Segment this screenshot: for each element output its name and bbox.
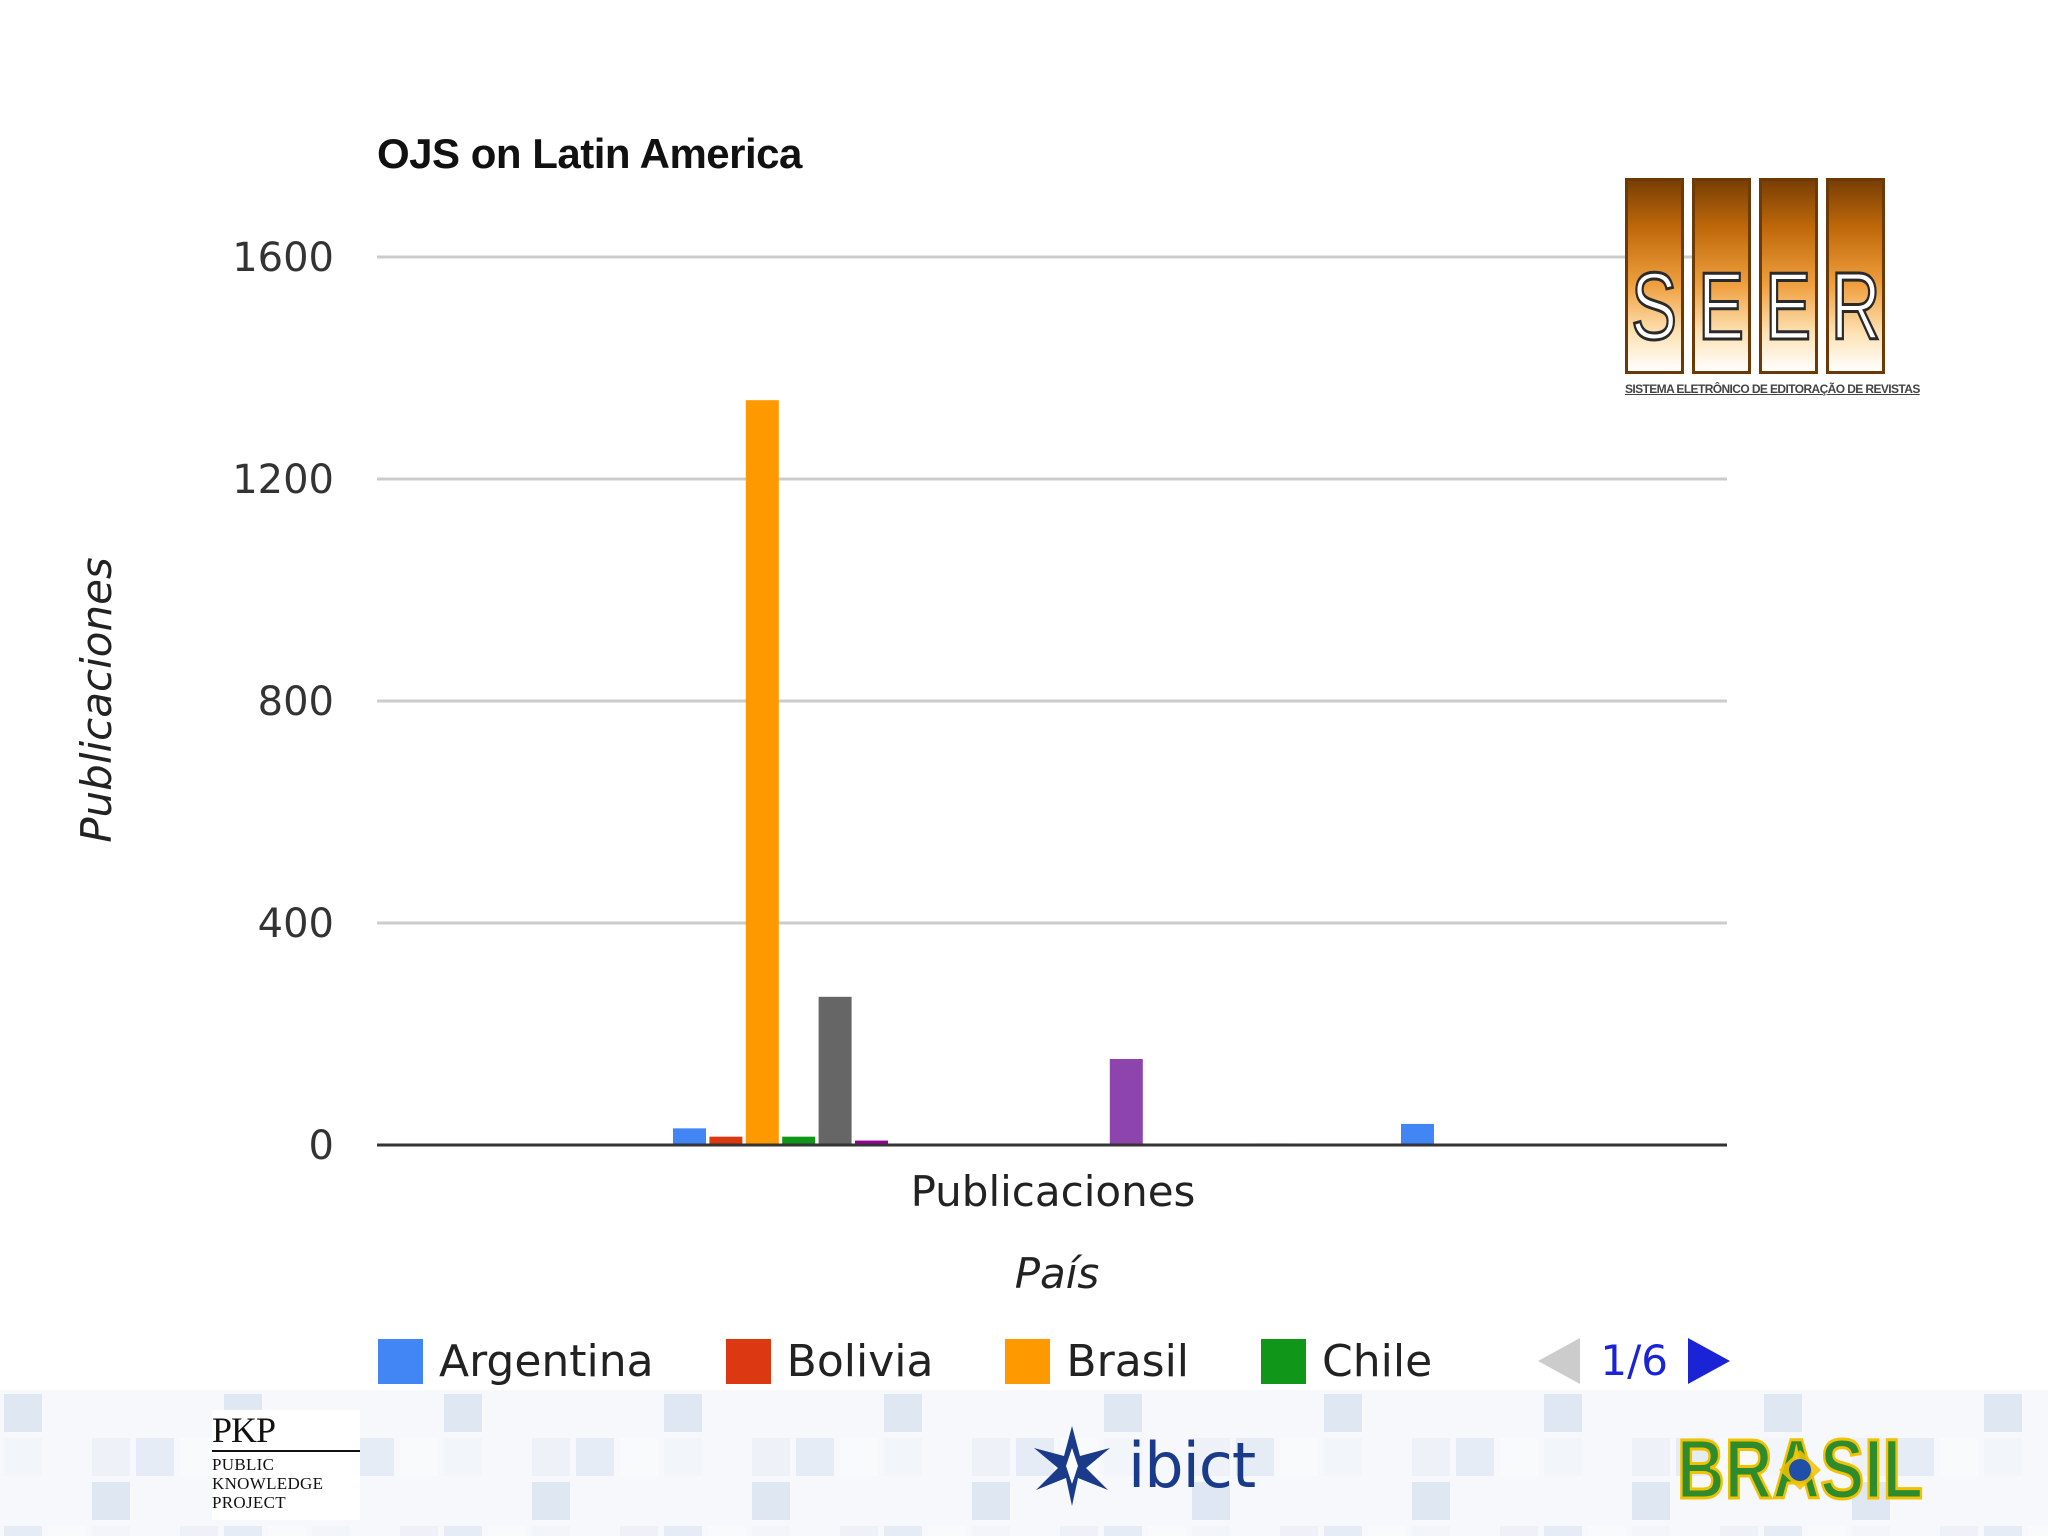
bars	[673, 400, 1434, 1145]
brasil-government-logo: BRASIL	[1676, 1426, 1925, 1508]
seer-tile: E	[1692, 178, 1751, 374]
legend-item-brasil[interactable]: Brasil	[1005, 1336, 1189, 1387]
bar[interactable]	[855, 1140, 888, 1145]
legend-swatch	[1005, 1338, 1051, 1384]
pkp-logo: PKP PUBLIC KNOWLEDGE PROJECT	[212, 1410, 360, 1520]
legend-label: Brasil	[1066, 1335, 1190, 1387]
bar[interactable]	[1401, 1123, 1434, 1145]
legend-item-argentina[interactable]: Argentina	[378, 1336, 654, 1387]
bar-chile[interactable]	[782, 1136, 816, 1145]
legend-pager: 1/6	[1538, 1336, 1730, 1385]
pkp-line: KNOWLEDGE	[212, 1474, 324, 1493]
y-tick-label: 400	[258, 901, 334, 947]
y-axis-title: Publicaciones	[72, 557, 121, 843]
pkp-line: PUBLIC	[212, 1455, 275, 1474]
chart: 0 400 800 1200 1600 Publicaciones País Publi…	[72, 235, 1727, 1298]
ibict-logo: ibict	[1022, 1420, 1256, 1510]
y-tick-label: 800	[258, 679, 334, 725]
legend-swatch	[725, 1338, 771, 1384]
legend: Argentina Bolivia Brasil Chile 1/6	[378, 1334, 1730, 1388]
bar-brasil[interactable]	[745, 400, 779, 1145]
bar[interactable]	[818, 996, 852, 1145]
y-tick-label: 1200	[232, 457, 334, 503]
footer: PKP PUBLIC KNOWLEDGE PROJECT ibict BRASI…	[0, 1390, 2048, 1536]
legend-item-chile[interactable]: Chile	[1261, 1336, 1432, 1387]
seer-tile: E	[1759, 178, 1818, 374]
seer-letter: E	[1764, 253, 1812, 360]
seer-tile: S	[1625, 178, 1684, 374]
bar[interactable]	[1109, 1058, 1143, 1145]
seer-letter: R	[1829, 253, 1881, 360]
y-axis-ticks: 0 400 800 1200 1600	[232, 235, 334, 1169]
seer-logo: S E E R SISTEMA ELETRÔNICO DE EDITORAÇÃO…	[1625, 178, 1920, 418]
previous-page-arrow-icon[interactable]	[1538, 1337, 1581, 1384]
next-page-arrow-icon[interactable]	[1688, 1337, 1730, 1384]
chart-title: OJS on Latin America	[377, 130, 802, 177]
legend-page-indicator: 1/6	[1600, 1336, 1668, 1385]
ibict-wordmark: ibict	[1128, 1428, 1256, 1502]
legend-label: Argentina	[439, 1335, 654, 1387]
gridlines	[377, 255, 1727, 925]
x-category-label: Publicaciones	[911, 1167, 1196, 1216]
ibict-mark-icon	[1034, 1426, 1110, 1506]
y-tick-label: 1600	[232, 235, 334, 281]
legend-label: Chile	[1322, 1335, 1433, 1387]
seer-subtitle: SISTEMA ELETRÔNICO DE EDITORAÇÃO DE REVI…	[1625, 382, 1920, 396]
seer-letter: S	[1630, 253, 1678, 360]
pkp-divider	[212, 1450, 360, 1452]
seer-letter: E	[1697, 253, 1745, 360]
pkp-line: PROJECT	[212, 1493, 286, 1512]
bar-argentina[interactable]	[673, 1128, 706, 1145]
legend-item-bolivia[interactable]: Bolivia	[725, 1335, 934, 1387]
bar-bolivia[interactable]	[709, 1136, 743, 1145]
seer-tile: R	[1826, 178, 1885, 374]
y-tick-label: 0	[309, 1123, 334, 1169]
pkp-mark: PKP	[212, 1410, 276, 1450]
legend-swatch	[378, 1338, 423, 1384]
x-axis-title: País	[1015, 1249, 1100, 1298]
legend-label: Bolivia	[786, 1335, 934, 1387]
legend-swatch	[1261, 1338, 1307, 1384]
